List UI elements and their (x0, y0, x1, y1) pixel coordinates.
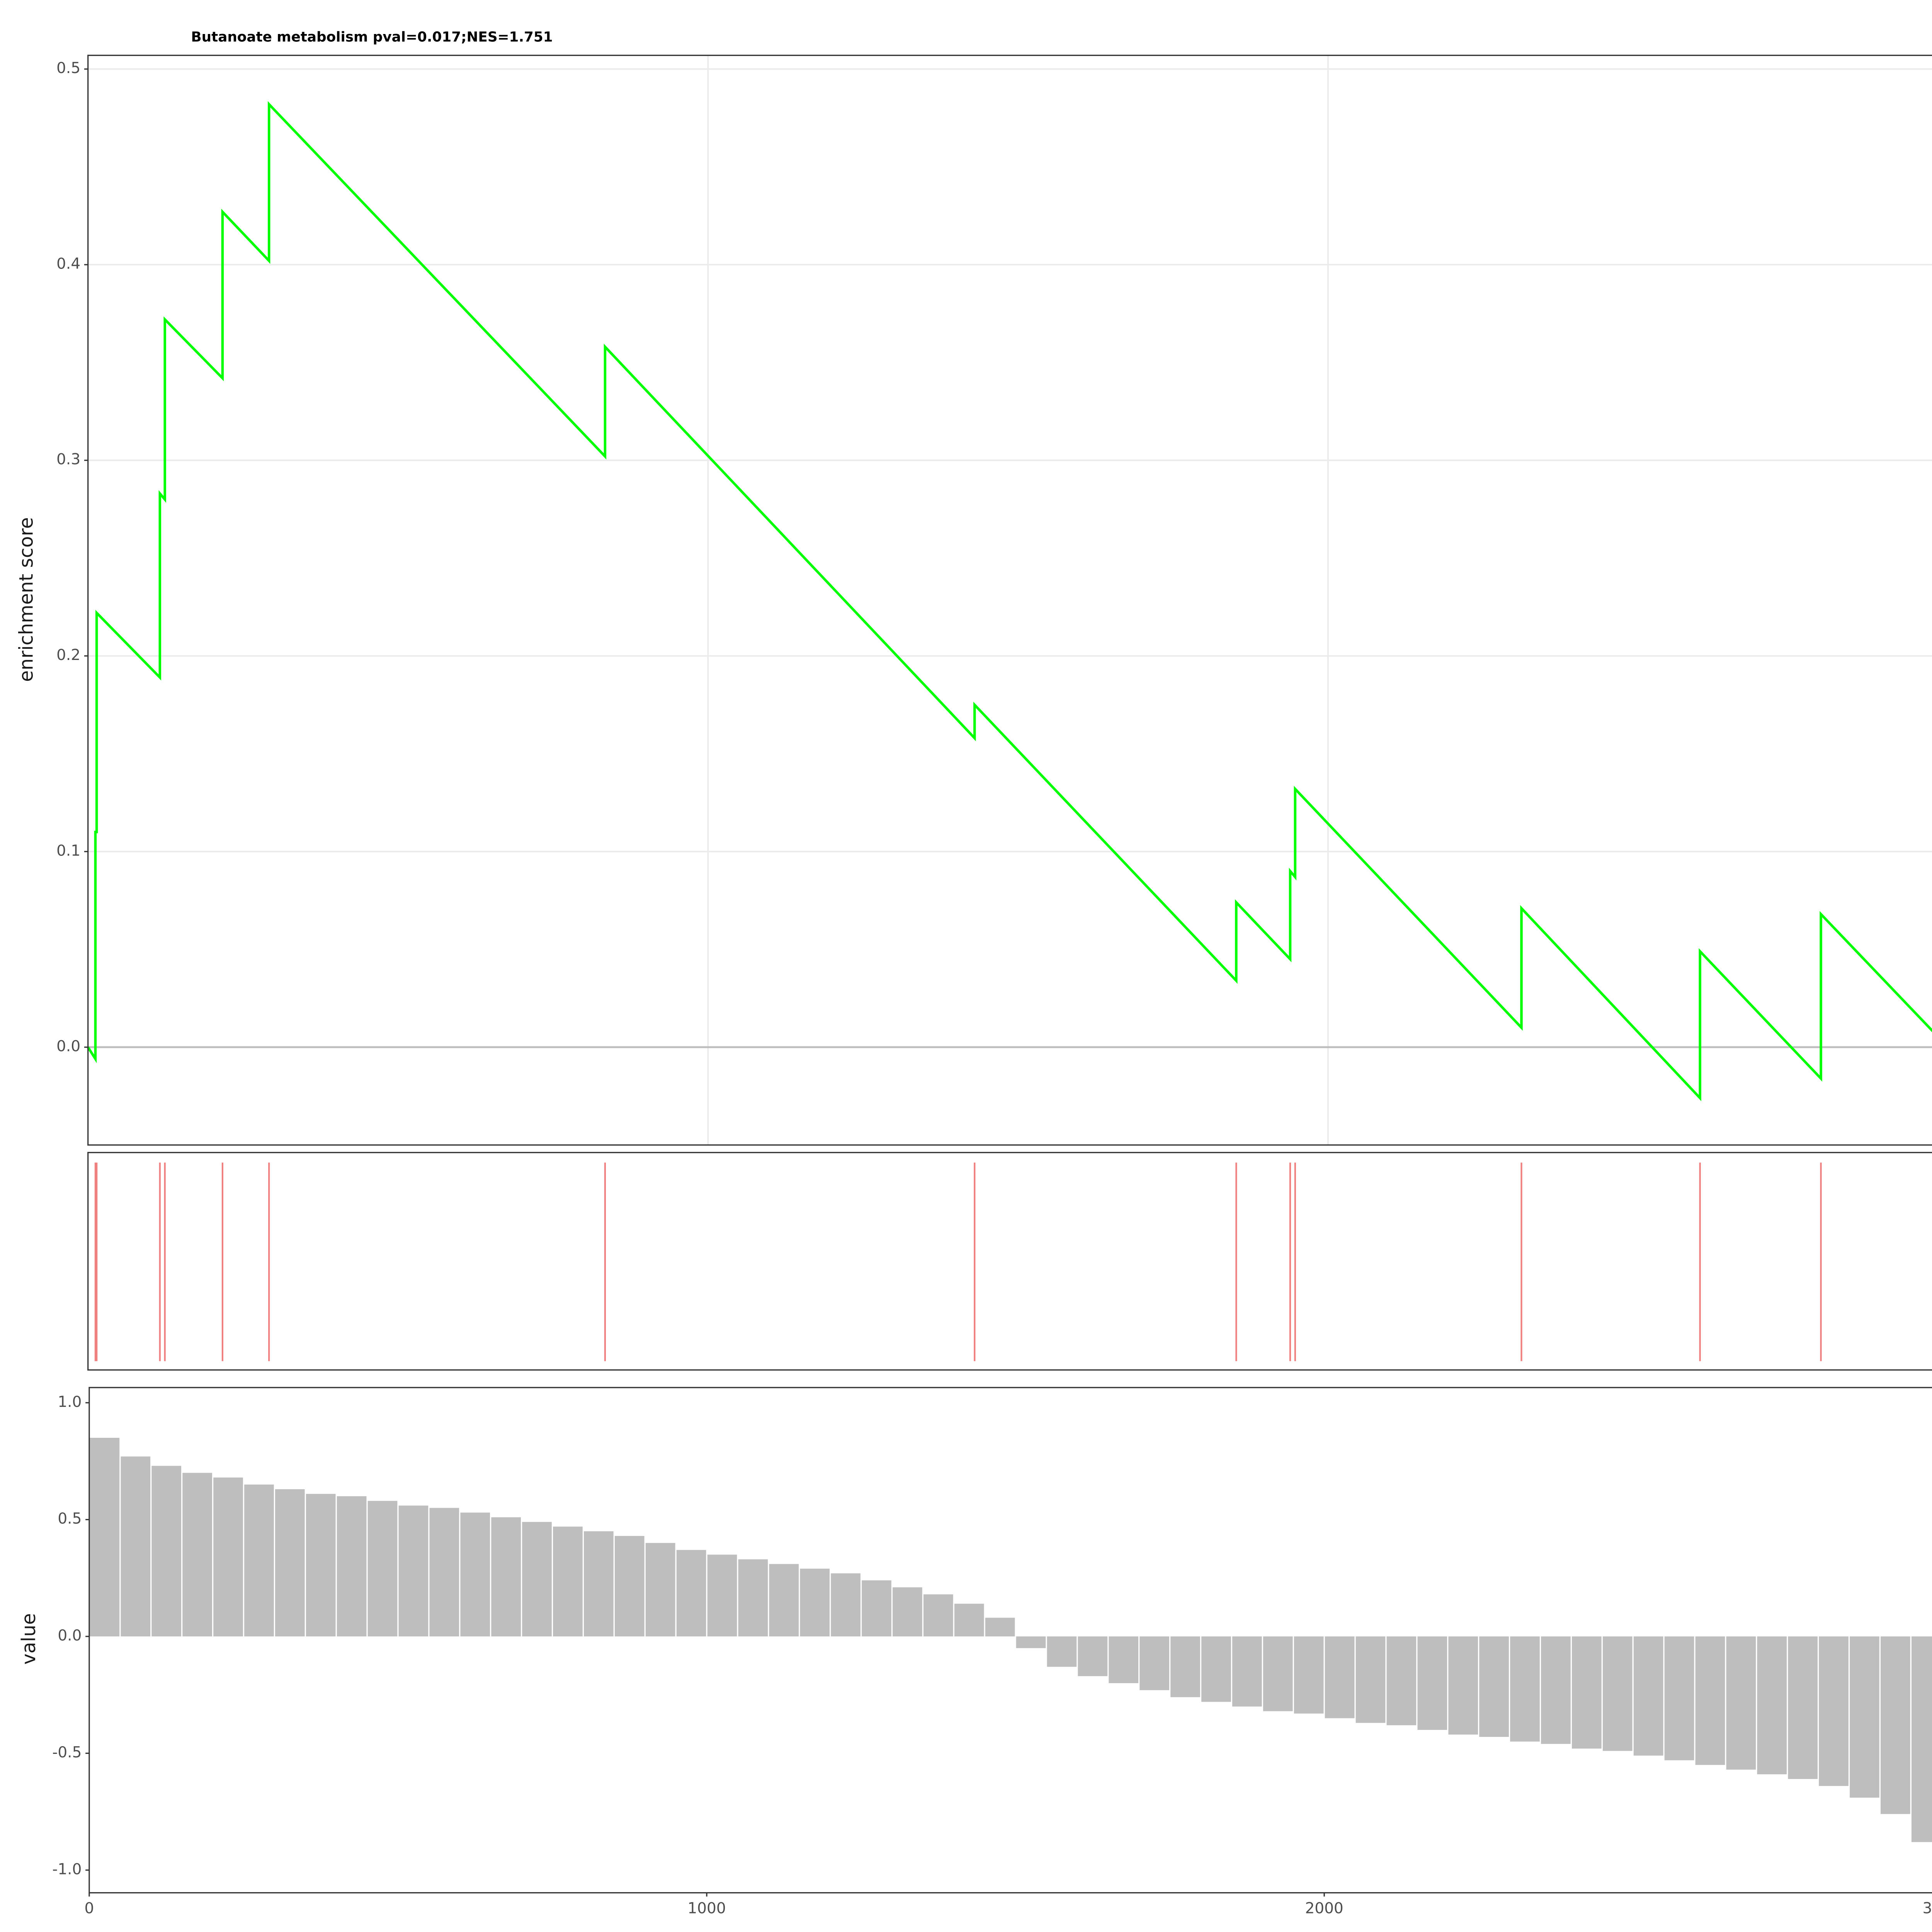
bar (213, 1477, 243, 1637)
y-tick-label: 0.4 (56, 255, 80, 272)
bar (1819, 1636, 1849, 1786)
y-tick-label: 0.5 (58, 1510, 82, 1527)
bar (90, 1437, 120, 1637)
bar (275, 1489, 305, 1637)
bar (1850, 1636, 1879, 1798)
y-axis-label: enrichment score (15, 517, 37, 682)
bar (367, 1501, 398, 1637)
bar (985, 1617, 1015, 1637)
y-tick-label: 0.5 (56, 60, 80, 77)
x-tick-label: 2000 (1305, 1900, 1343, 1917)
bar (553, 1526, 583, 1637)
bar (306, 1494, 336, 1637)
bar (337, 1496, 367, 1637)
y-tick-label: 0.0 (56, 1038, 80, 1055)
y-tick-label: 1.0 (58, 1393, 82, 1411)
bar (1417, 1636, 1447, 1730)
bar (1016, 1636, 1046, 1648)
panel-frame (87, 54, 1932, 1146)
bar (676, 1550, 706, 1637)
y-tick-label: 0.3 (56, 451, 80, 468)
bar (800, 1568, 830, 1637)
bar (1602, 1636, 1633, 1751)
y-axis-label: value (18, 1613, 40, 1665)
bar (614, 1536, 645, 1637)
bar (1695, 1636, 1725, 1765)
enrichment-line (87, 101, 1932, 1101)
bar (1263, 1636, 1293, 1711)
bar (831, 1573, 861, 1637)
bar (1386, 1636, 1417, 1725)
bar (1170, 1636, 1200, 1697)
bar (1109, 1636, 1139, 1684)
bar (1325, 1636, 1355, 1718)
bar (1139, 1636, 1169, 1690)
bar (1479, 1636, 1509, 1737)
panel-frame (88, 1387, 1932, 1894)
y-tick-label: -1.0 (52, 1861, 82, 1878)
bar (1232, 1636, 1262, 1707)
bar (460, 1512, 490, 1637)
bar (398, 1505, 429, 1637)
x-tick-label: 1000 (687, 1900, 726, 1917)
bar (1788, 1636, 1818, 1779)
bar (1047, 1636, 1077, 1667)
bar (954, 1604, 984, 1637)
bar (1355, 1636, 1386, 1723)
bar (1757, 1636, 1787, 1774)
bar (707, 1554, 737, 1637)
bar (1881, 1636, 1910, 1814)
bar (151, 1466, 182, 1637)
bar (1294, 1636, 1324, 1714)
y-tick-label: 0.0 (58, 1627, 82, 1645)
bar (584, 1531, 614, 1637)
bar (1448, 1636, 1478, 1735)
y-tick-label: 0.2 (56, 646, 80, 664)
x-tick-label: 0 (85, 1900, 94, 1917)
panel-frame (87, 1152, 1932, 1371)
y-tick-label: 0.1 (56, 842, 80, 859)
bar (923, 1594, 953, 1637)
bar (893, 1587, 922, 1637)
bar (1571, 1636, 1602, 1749)
bar (429, 1508, 459, 1637)
bar (522, 1522, 552, 1637)
bar (645, 1543, 675, 1637)
bar (738, 1559, 768, 1637)
bar (769, 1564, 799, 1637)
y-tick-label: -0.5 (52, 1744, 82, 1761)
chart-title: Butanoate metabolism pval=0.017;NES=1.75… (191, 29, 553, 45)
bar (1541, 1636, 1571, 1744)
bar (1633, 1636, 1663, 1756)
bar (1078, 1636, 1108, 1676)
x-tick-label: 3000 (1923, 1900, 1932, 1917)
bar (491, 1517, 521, 1637)
bar (1726, 1636, 1756, 1770)
bar (1664, 1636, 1694, 1760)
bar (244, 1484, 274, 1637)
bar (1201, 1636, 1231, 1702)
bar (182, 1473, 212, 1637)
bar (1510, 1636, 1540, 1742)
bar (862, 1580, 891, 1637)
bar (1911, 1636, 1932, 1842)
bar (121, 1456, 151, 1637)
